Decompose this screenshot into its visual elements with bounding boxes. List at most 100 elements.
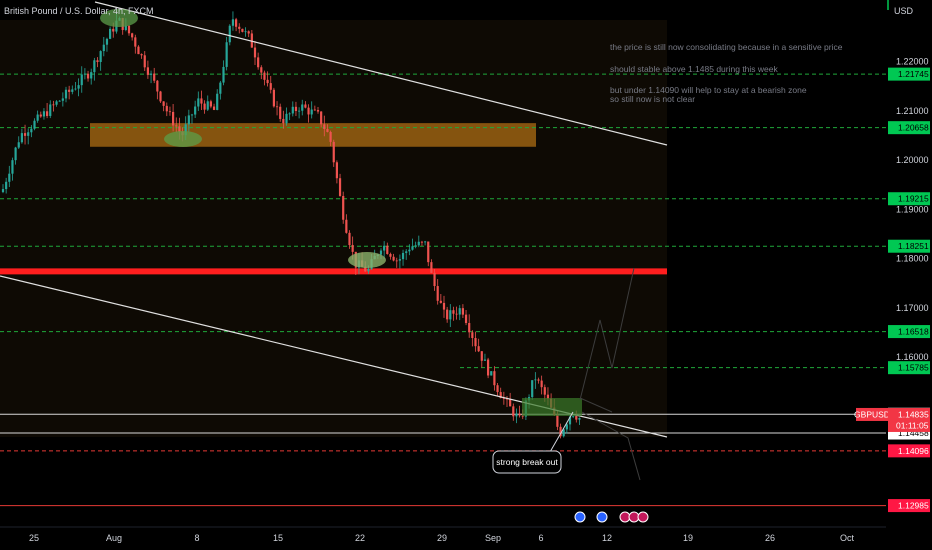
candle-body — [178, 126, 181, 132]
candle-body — [194, 106, 197, 115]
candle-body — [294, 106, 298, 111]
candle-body — [96, 60, 99, 62]
candle-body — [335, 162, 338, 179]
candle-body — [61, 98, 64, 101]
candle-body — [209, 101, 212, 107]
candle-body — [383, 245, 386, 251]
candle-body — [502, 398, 505, 399]
candle-body — [562, 429, 565, 437]
candle-body — [175, 125, 178, 127]
price-tag-text: 1.20658 — [898, 123, 929, 133]
candle-body — [20, 133, 23, 143]
candle-body — [291, 106, 294, 114]
candle-body — [565, 424, 568, 430]
candle-body — [17, 142, 20, 148]
candle-body — [461, 308, 464, 315]
candle-body — [578, 418, 581, 420]
candle-body — [14, 147, 17, 161]
candle-body — [483, 359, 487, 361]
current-price-text: 1.14835 — [898, 409, 929, 419]
channel-upper-line — [94, 1, 668, 146]
candle-body — [39, 114, 42, 117]
price-tag-text: 1.19215 — [898, 194, 929, 204]
candle-body — [474, 338, 477, 347]
candle-body — [99, 51, 102, 62]
callout-text: strong break out — [496, 457, 558, 467]
candle-body — [389, 253, 392, 257]
candle-body — [288, 113, 291, 115]
candle-body — [512, 406, 515, 417]
candle-body — [93, 60, 96, 73]
candle-body — [52, 104, 55, 106]
price-axis-tags: 1.21745 1.20658 1.19215 1.18251 1.16518 1.157… — [888, 67, 930, 513]
price-tag-text: 1.21745 — [898, 69, 929, 79]
candle-body — [546, 394, 550, 399]
candle-body — [257, 57, 260, 68]
candle-body — [351, 245, 354, 252]
annotation-line-1: the price is still now consolidating bec… — [610, 42, 843, 52]
candle-body — [231, 19, 235, 26]
callout-box — [492, 450, 562, 474]
candle-body — [427, 241, 430, 263]
candle-body — [68, 89, 71, 92]
candle-body — [46, 111, 49, 116]
y-tick-label: 1.21000 — [896, 106, 929, 116]
candle-body — [323, 124, 326, 130]
candle-body — [458, 308, 461, 315]
candle-body — [105, 38, 109, 45]
event-flags[interactable] — [574, 511, 649, 523]
x-tick-label: 12 — [602, 533, 612, 543]
candle-body — [433, 272, 436, 287]
price-tag-box — [888, 325, 930, 339]
price-axis[interactable] — [886, 0, 932, 550]
candle-body — [33, 120, 36, 129]
candle-body — [197, 98, 200, 107]
candle-body — [124, 25, 127, 31]
candle-body — [405, 251, 408, 253]
annotation-line-2: should stable above 1.1485 during this w… — [610, 64, 779, 74]
channel-shading — [0, 20, 667, 437]
candle-body — [401, 252, 405, 260]
x-tick-label: 29 — [437, 533, 447, 543]
touch-marker-top — [100, 9, 138, 27]
y-tick-label: 1.22000 — [896, 57, 929, 67]
price-tag-text: 1.14096 — [898, 446, 929, 456]
annotation-line-3: but under 1.14090 will help to stay at a… — [610, 85, 807, 95]
x-tick-label: Oct — [840, 533, 855, 543]
x-tick-label: 22 — [355, 533, 365, 543]
candle-body — [298, 110, 301, 112]
candle-body — [235, 19, 238, 27]
candle-body — [127, 25, 131, 34]
price-tag-text: 1.18251 — [898, 241, 929, 251]
candle-body — [200, 98, 203, 104]
candle-body — [575, 415, 578, 420]
y-tick-label: 1.19000 — [896, 204, 929, 214]
candle-body — [137, 46, 140, 55]
candle-body — [392, 256, 395, 261]
candle-body — [74, 88, 77, 90]
candle-body — [342, 195, 345, 220]
candle-body — [307, 107, 310, 115]
candle-body — [540, 380, 543, 388]
candle-body — [228, 25, 231, 43]
candle-body — [477, 346, 480, 352]
candle-body — [168, 111, 172, 113]
candle-body — [499, 392, 502, 399]
annotation-line-4: so still now is not clear — [610, 94, 695, 104]
price-tag-box — [888, 499, 930, 513]
candle-body — [55, 101, 58, 105]
candle-body — [134, 37, 137, 47]
candle-body — [316, 110, 320, 112]
candle-body — [531, 380, 534, 398]
price-tag-box — [888, 361, 930, 375]
candle-body — [408, 249, 411, 252]
supply-zone — [90, 123, 536, 147]
candle-body — [320, 111, 323, 125]
candle-body — [395, 260, 398, 262]
candle-body — [162, 101, 165, 106]
candle-body — [304, 104, 307, 108]
candle-body — [468, 323, 471, 333]
candle-body — [455, 313, 458, 315]
candle-body — [367, 268, 370, 272]
